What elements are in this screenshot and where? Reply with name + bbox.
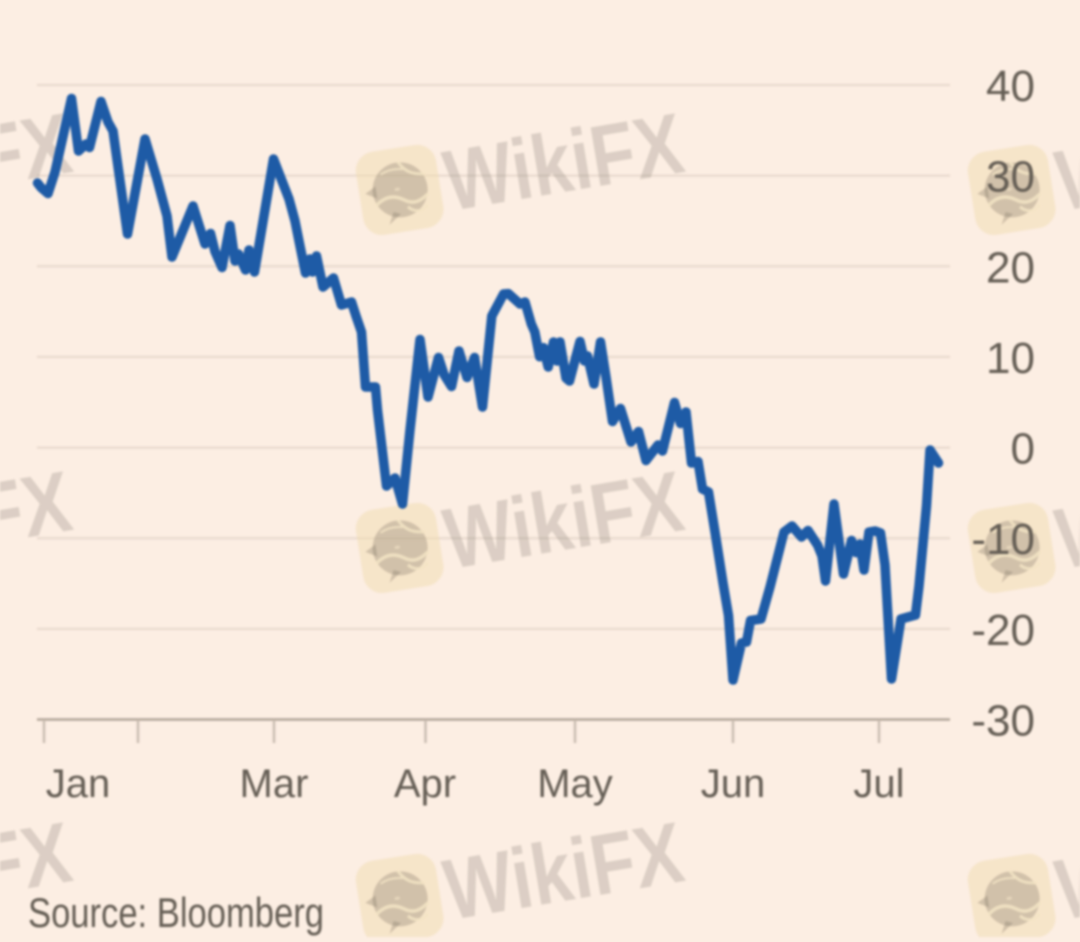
svg-text:0: 0 [1011,425,1035,474]
svg-text:Source: Bloomberg: Source: Bloomberg [28,889,324,936]
svg-text:Jan: Jan [46,762,111,806]
svg-text:20: 20 [986,243,1035,292]
svg-text:May: May [537,762,613,806]
svg-text:30: 30 [986,153,1035,202]
svg-text:Jul: Jul [853,762,904,806]
svg-text:Jun: Jun [701,762,766,806]
svg-text:40: 40 [986,62,1035,111]
svg-text:Apr: Apr [394,762,456,806]
svg-text:-30: -30 [971,697,1035,746]
svg-text:10: 10 [986,334,1035,383]
svg-text:Mar: Mar [240,762,309,806]
svg-text:-10: -10 [971,515,1035,564]
svg-text:-20: -20 [971,606,1035,655]
